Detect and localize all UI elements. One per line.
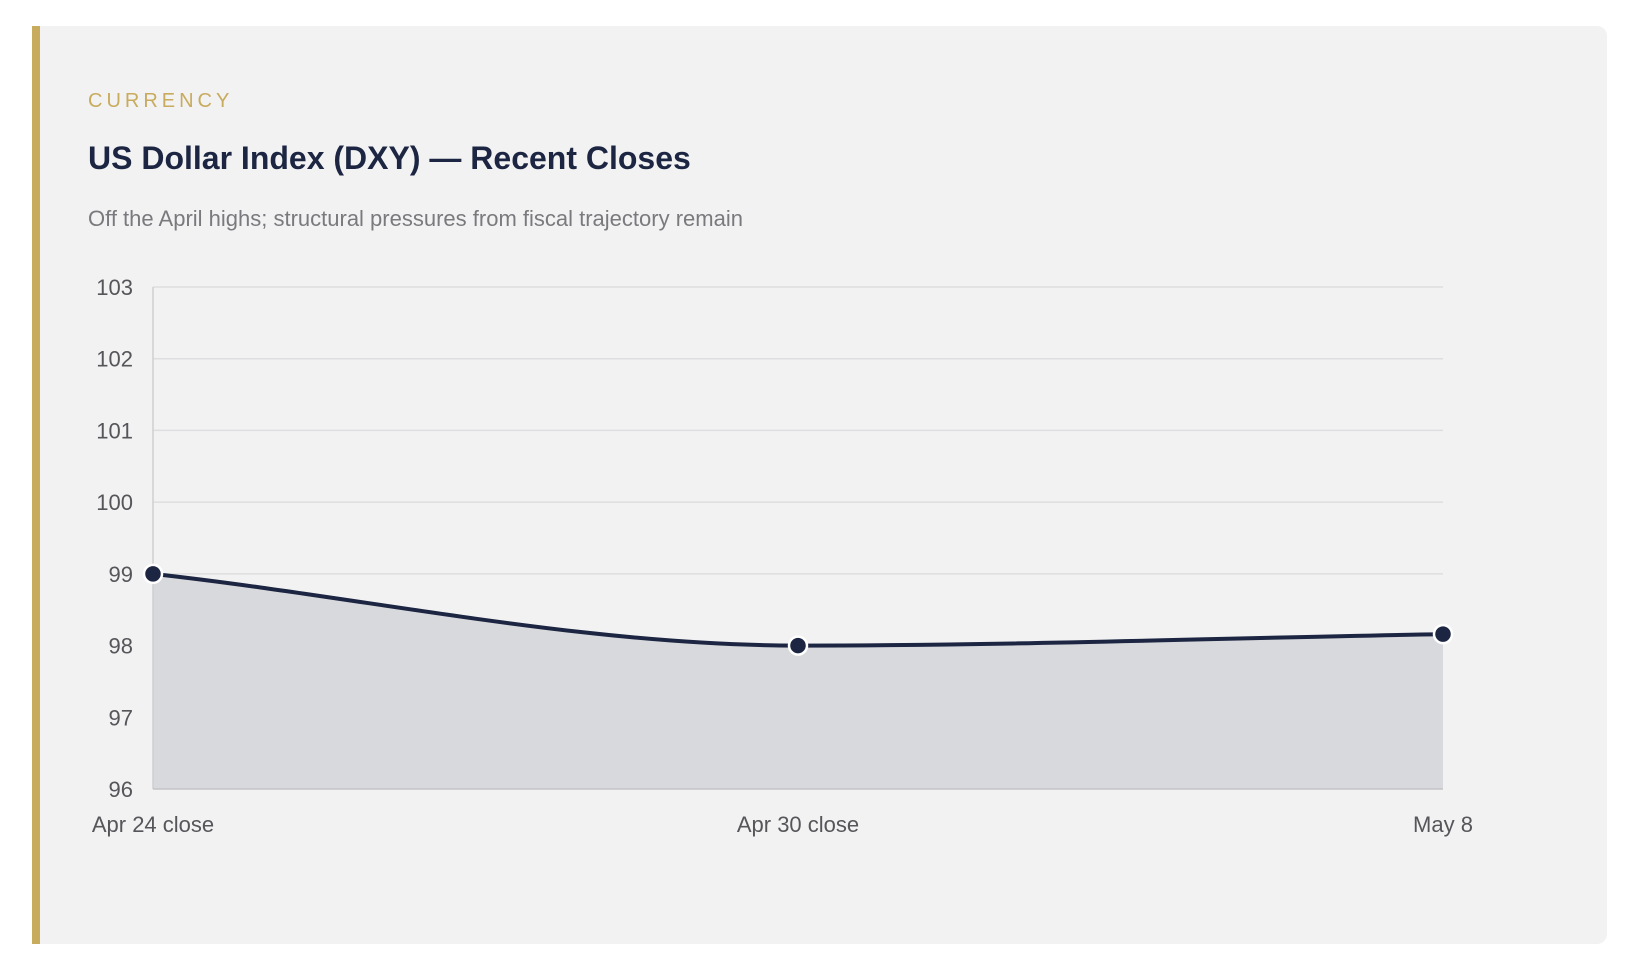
label-layer: 96 97 98 99 100 101 102 103 Apr 24 close Apr 30 c… [92,275,1473,837]
x-tick-label: Apr 30 close [737,812,859,837]
chart-plot: 96 97 98 99 100 101 102 103 Apr 24 close Apr 30 c… [92,275,1473,837]
data-point [787,635,809,656]
data-point [1432,623,1454,645]
area-fill [153,573,1443,789]
axis-layer [152,287,1443,790]
chart-title: US Dollar Index (DXY) — Recent Closes [88,140,691,176]
area-layer [153,573,1443,789]
y-tick-label: 103 [96,275,133,300]
y-tick-label: 102 [96,347,133,372]
y-tick-label: 97 [109,705,133,730]
card-eyebrow: CURRENCY [88,90,234,112]
x-tick-label: May 8 [1413,812,1473,837]
data-point [142,563,164,585]
x-tick-label: Apr 24 close [92,812,214,837]
y-tick-label: 96 [109,777,133,802]
point-layer [142,563,1454,656]
y-tick-label: 99 [109,562,133,587]
y-tick-label: 98 [109,634,133,659]
chart-subtitle: Off the April highs; structural pressure… [88,206,743,231]
card-accent-bar [32,26,40,944]
chart-card: CURRENCY US Dollar Index (DXY) — Recent … [32,26,1607,944]
y-tick-label: 100 [96,490,133,515]
y-tick-label: 101 [96,418,133,443]
